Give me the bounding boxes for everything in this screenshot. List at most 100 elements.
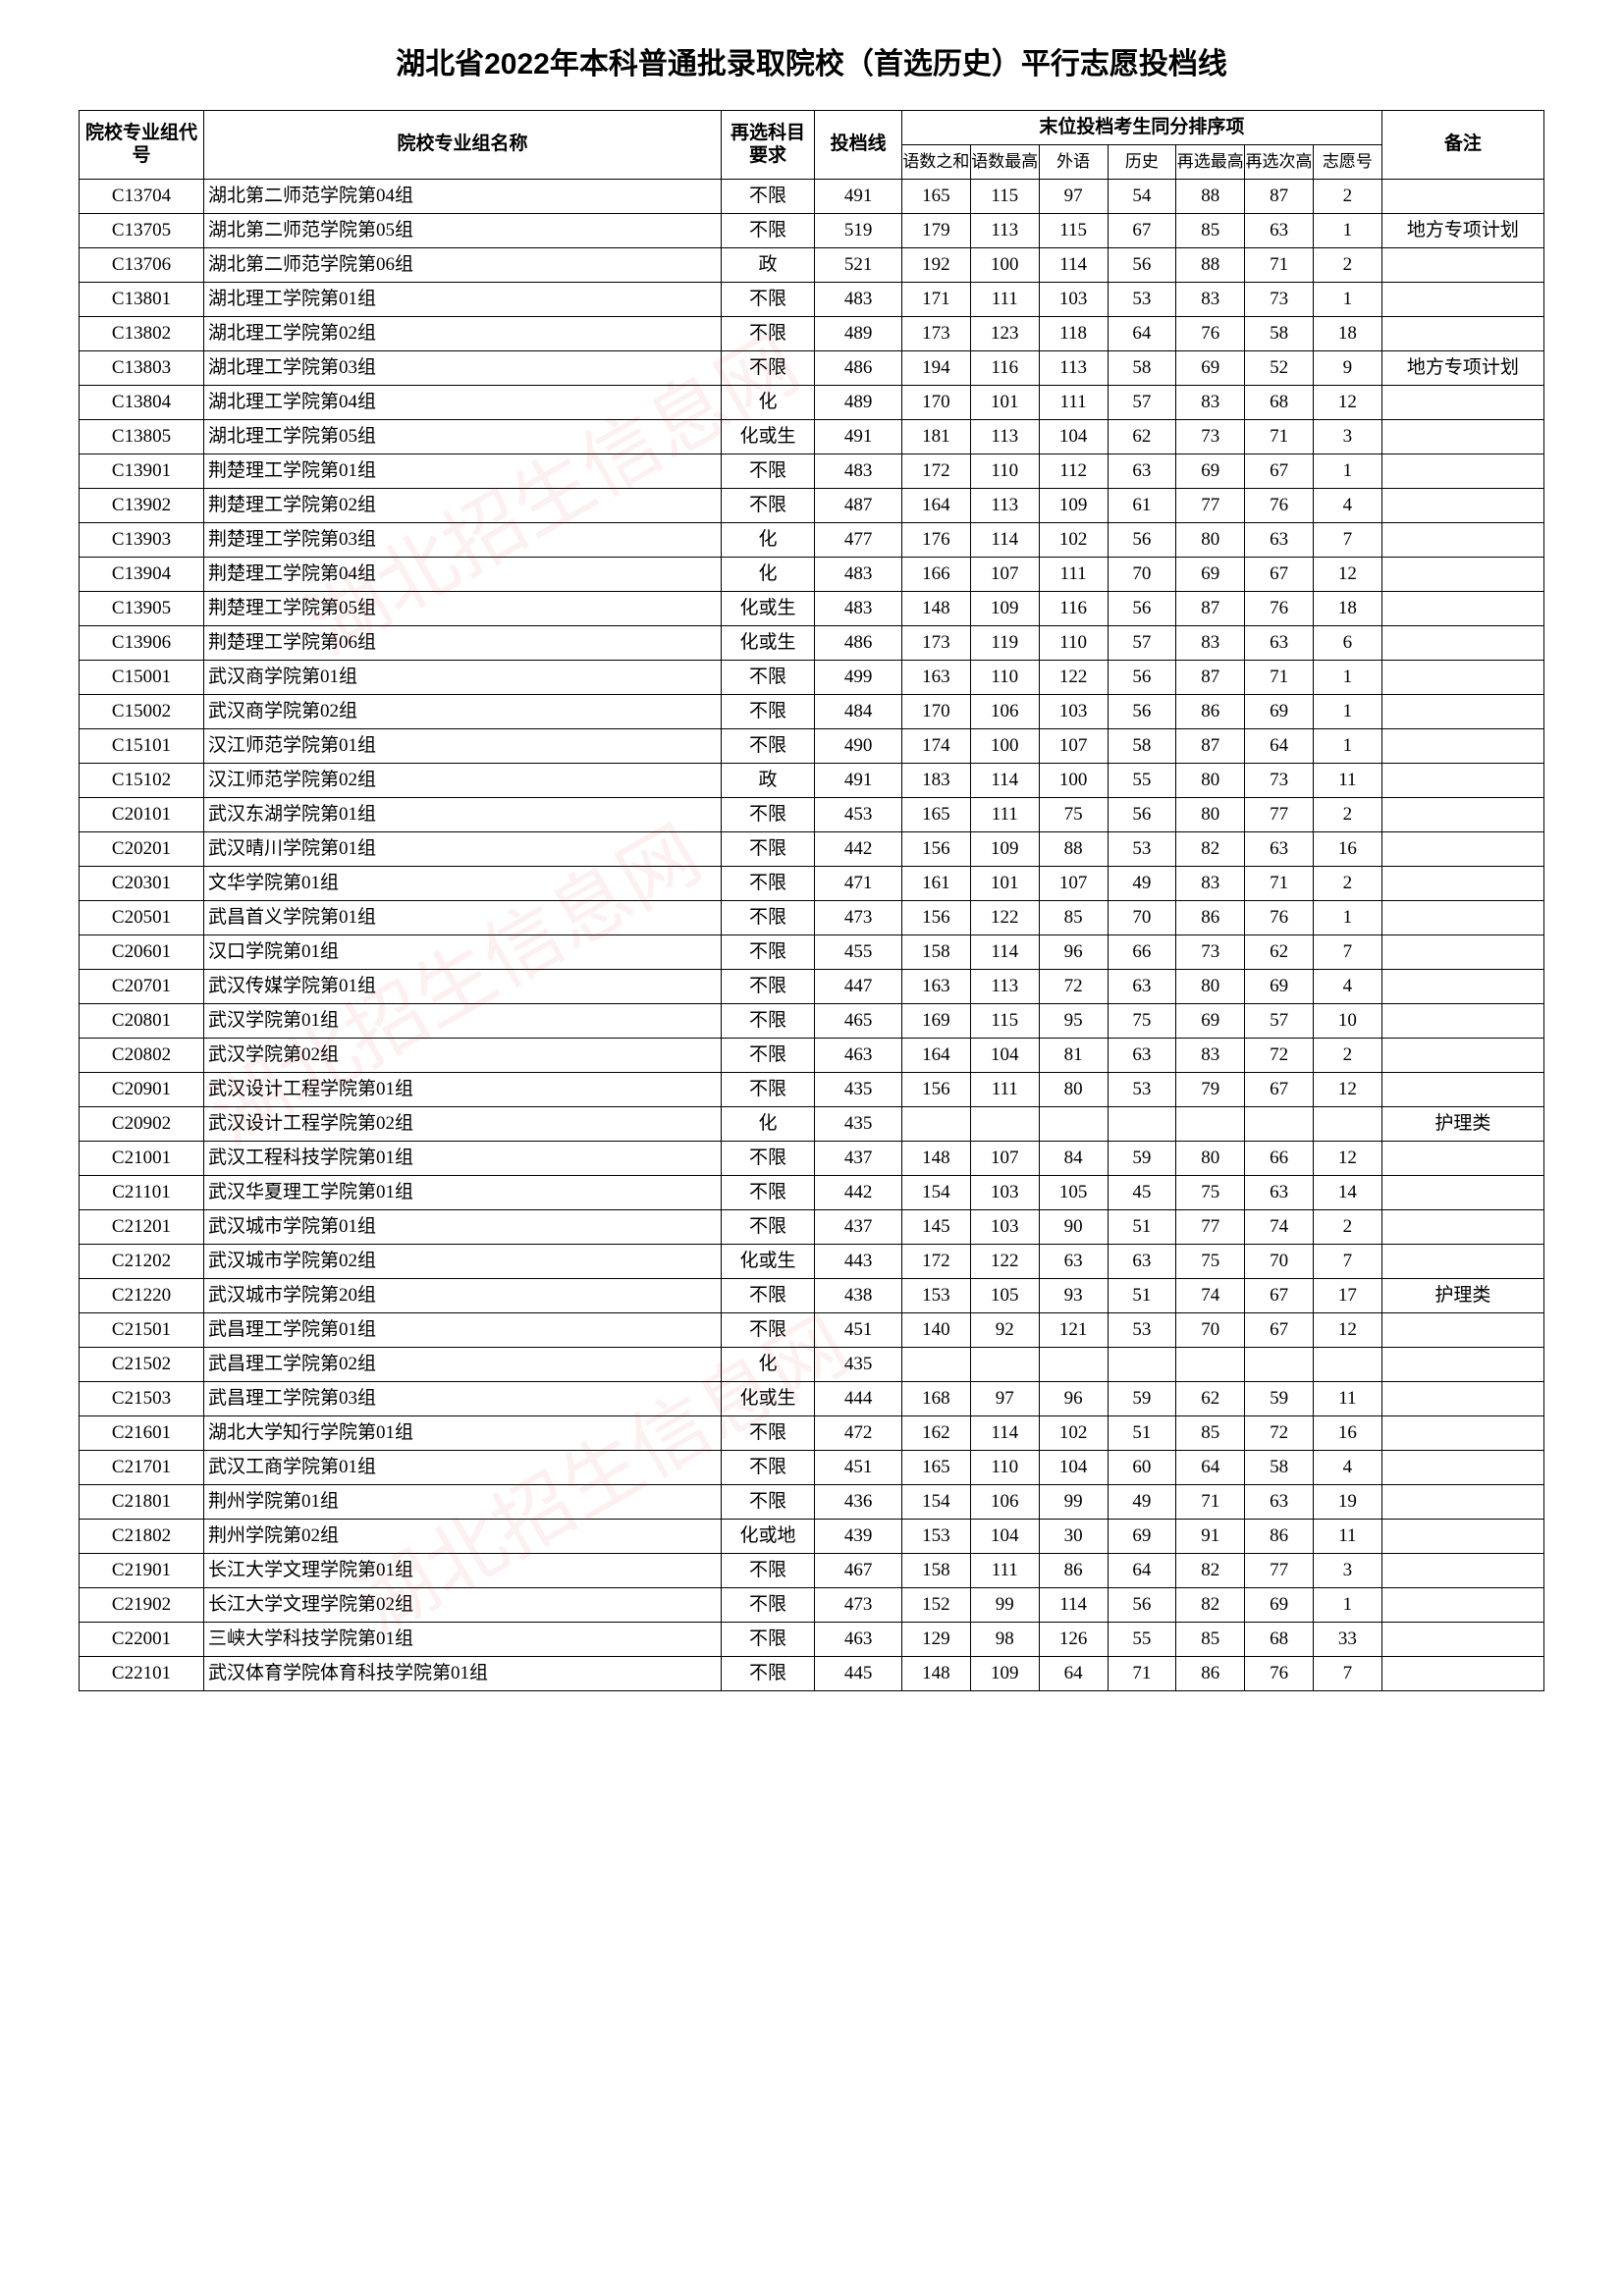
cell-remax: 69 bbox=[1176, 1004, 1245, 1039]
cell-sum bbox=[902, 1107, 971, 1142]
cell-code: C21001 bbox=[80, 1142, 204, 1176]
cell-wish: 1 bbox=[1313, 283, 1381, 317]
cell-wish: 1 bbox=[1313, 695, 1381, 729]
cell-remax: 77 bbox=[1176, 489, 1245, 523]
table-row: C21101武汉华夏理工学院第01组不限44215410310545756314 bbox=[80, 1176, 1544, 1210]
cell-foreign: 103 bbox=[1039, 283, 1108, 317]
cell-foreign: 93 bbox=[1039, 1279, 1108, 1313]
cell-remark bbox=[1381, 454, 1543, 489]
cell-sum: 154 bbox=[902, 1176, 971, 1210]
cell-line: 443 bbox=[815, 1245, 902, 1279]
cell-code: C21202 bbox=[80, 1245, 204, 1279]
cell-line: 483 bbox=[815, 454, 902, 489]
cell-resecond: 58 bbox=[1245, 1451, 1314, 1485]
cell-resecond: 63 bbox=[1245, 523, 1314, 558]
cell-req: 不限 bbox=[721, 695, 814, 729]
cell-req: 不限 bbox=[721, 1554, 814, 1588]
cell-wish: 7 bbox=[1313, 1245, 1381, 1279]
cell-req: 不限 bbox=[721, 1451, 814, 1485]
cell-name: 荆楚理工学院第06组 bbox=[203, 626, 721, 661]
cell-history: 57 bbox=[1108, 626, 1176, 661]
cell-req: 不限 bbox=[721, 935, 814, 970]
cell-code: C13704 bbox=[80, 180, 204, 214]
cell-wish bbox=[1313, 1348, 1381, 1382]
cell-remark: 地方专项计划 bbox=[1381, 351, 1543, 386]
cell-history: 56 bbox=[1108, 661, 1176, 695]
cell-sum: 176 bbox=[902, 523, 971, 558]
cell-history: 59 bbox=[1108, 1382, 1176, 1416]
cell-req: 政 bbox=[721, 248, 814, 283]
table-row: C20901武汉设计工程学院第01组不限4351561118053796712 bbox=[80, 1073, 1544, 1107]
th-resecond: 再选次高 bbox=[1245, 145, 1314, 180]
cell-line: 521 bbox=[815, 248, 902, 283]
cell-history: 55 bbox=[1108, 1623, 1176, 1657]
cell-history: 64 bbox=[1108, 317, 1176, 351]
cell-req: 化或生 bbox=[721, 626, 814, 661]
cell-max: 103 bbox=[970, 1176, 1039, 1210]
cell-line: 435 bbox=[815, 1073, 902, 1107]
cell-remark: 护理类 bbox=[1381, 1279, 1543, 1313]
cell-history: 49 bbox=[1108, 1485, 1176, 1520]
cell-req: 不限 bbox=[721, 214, 814, 248]
cell-req: 不限 bbox=[721, 1313, 814, 1348]
cell-foreign: 107 bbox=[1039, 867, 1108, 901]
cell-remark bbox=[1381, 1245, 1543, 1279]
cell-req: 不限 bbox=[721, 1073, 814, 1107]
cell-foreign: 112 bbox=[1039, 454, 1108, 489]
cell-history bbox=[1108, 1348, 1176, 1382]
cell-remax bbox=[1176, 1348, 1245, 1382]
cell-wish: 6 bbox=[1313, 626, 1381, 661]
cell-remax: 69 bbox=[1176, 351, 1245, 386]
cell-resecond: 67 bbox=[1245, 558, 1314, 592]
cell-req: 不限 bbox=[721, 1176, 814, 1210]
cell-req: 化或生 bbox=[721, 1245, 814, 1279]
cell-code: C21201 bbox=[80, 1210, 204, 1245]
cell-req: 不限 bbox=[721, 283, 814, 317]
cell-resecond: 63 bbox=[1245, 1176, 1314, 1210]
cell-max: 106 bbox=[970, 1485, 1039, 1520]
cell-code: C15102 bbox=[80, 764, 204, 798]
cell-req: 政 bbox=[721, 764, 814, 798]
table-row: C21802荆州学院第02组化或地4391531043069918611 bbox=[80, 1520, 1544, 1554]
cell-code: C13902 bbox=[80, 489, 204, 523]
cell-sum: 165 bbox=[902, 798, 971, 832]
cell-max: 100 bbox=[970, 248, 1039, 283]
cell-line: 477 bbox=[815, 523, 902, 558]
cell-max: 103 bbox=[970, 1210, 1039, 1245]
cell-req: 不限 bbox=[721, 729, 814, 764]
cell-remark bbox=[1381, 1520, 1543, 1554]
cell-foreign: 63 bbox=[1039, 1245, 1108, 1279]
cell-history: 58 bbox=[1108, 351, 1176, 386]
cell-max: 99 bbox=[970, 1588, 1039, 1623]
cell-foreign: 88 bbox=[1039, 832, 1108, 867]
table-row: C13802湖北理工学院第02组不限48917312311864765818 bbox=[80, 317, 1544, 351]
cell-foreign: 118 bbox=[1039, 317, 1108, 351]
cell-resecond: 87 bbox=[1245, 180, 1314, 214]
cell-sum: 154 bbox=[902, 1485, 971, 1520]
cell-remax: 79 bbox=[1176, 1073, 1245, 1107]
cell-name: 武汉晴川学院第01组 bbox=[203, 832, 721, 867]
page-container: 湖北招生信息网 湖北招生信息网 湖北招生信息网 湖北省2022年本科普通批录取院… bbox=[79, 39, 1544, 1691]
cell-line: 436 bbox=[815, 1485, 902, 1520]
cell-req: 不限 bbox=[721, 1416, 814, 1451]
cell-line: 435 bbox=[815, 1348, 902, 1382]
cell-code: C20902 bbox=[80, 1107, 204, 1142]
th-history: 历史 bbox=[1108, 145, 1176, 180]
cell-resecond: 63 bbox=[1245, 1485, 1314, 1520]
cell-name: 汉江师范学院第02组 bbox=[203, 764, 721, 798]
cell-history: 59 bbox=[1108, 1142, 1176, 1176]
cell-remax: 80 bbox=[1176, 764, 1245, 798]
table-row: C21801荆州学院第01组不限4361541069949716319 bbox=[80, 1485, 1544, 1520]
cell-history: 55 bbox=[1108, 764, 1176, 798]
cell-remax: 88 bbox=[1176, 248, 1245, 283]
cell-resecond: 69 bbox=[1245, 970, 1314, 1004]
cell-remark bbox=[1381, 489, 1543, 523]
cell-name: 三峡大学科技学院第01组 bbox=[203, 1623, 721, 1657]
cell-wish: 7 bbox=[1313, 935, 1381, 970]
cell-max: 114 bbox=[970, 523, 1039, 558]
cell-sum: 164 bbox=[902, 489, 971, 523]
cell-remax: 86 bbox=[1176, 695, 1245, 729]
table-row: C13904荆楚理工学院第04组化48316610711170696712 bbox=[80, 558, 1544, 592]
cell-max: 101 bbox=[970, 386, 1039, 420]
cell-code: C13906 bbox=[80, 626, 204, 661]
